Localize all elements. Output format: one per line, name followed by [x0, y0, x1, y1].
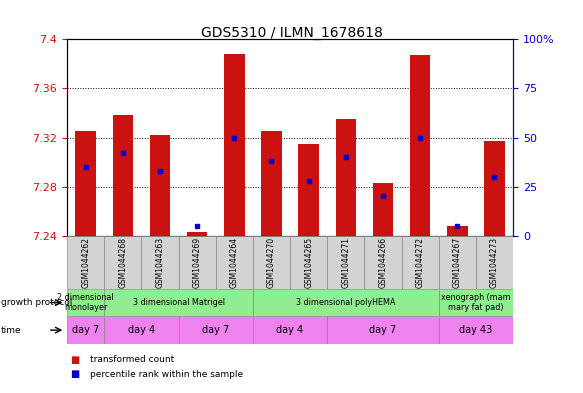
Text: transformed count: transformed count	[90, 355, 175, 364]
Text: GSM1044264: GSM1044264	[230, 237, 239, 288]
Text: GSM1044263: GSM1044263	[156, 237, 164, 288]
Bar	[261, 131, 282, 236]
Bar	[327, 316, 438, 344]
Text: GSM1044265: GSM1044265	[304, 237, 313, 288]
Text: GSM1044272: GSM1044272	[416, 237, 424, 288]
Bar	[253, 236, 290, 289]
Bar	[104, 316, 178, 344]
Text: day 4: day 4	[276, 325, 304, 335]
Text: GSM1044262: GSM1044262	[81, 237, 90, 288]
Bar	[327, 236, 364, 289]
Text: day 7: day 7	[202, 325, 229, 335]
Bar	[336, 119, 356, 236]
Text: ■: ■	[70, 354, 79, 365]
Text: GSM1044273: GSM1044273	[490, 237, 499, 288]
Bar	[67, 316, 104, 344]
Bar	[373, 183, 393, 236]
Bar	[402, 236, 438, 289]
Bar	[187, 232, 208, 236]
Text: 3 dimensional Matrigel: 3 dimensional Matrigel	[132, 298, 224, 307]
Bar	[410, 55, 430, 236]
Bar	[141, 236, 178, 289]
Bar	[253, 316, 327, 344]
Text: day 4: day 4	[128, 325, 155, 335]
Bar	[224, 54, 244, 236]
Text: 2 dimensional
monolayer: 2 dimensional monolayer	[57, 293, 114, 312]
Text: GSM1044269: GSM1044269	[192, 237, 202, 288]
Text: percentile rank within the sample: percentile rank within the sample	[90, 370, 244, 378]
Bar	[178, 236, 216, 289]
Text: time: time	[1, 326, 22, 334]
Text: day 43: day 43	[459, 325, 493, 335]
Bar	[484, 141, 505, 236]
Text: GDS5310 / ILMN_1678618: GDS5310 / ILMN_1678618	[201, 26, 382, 40]
Bar	[67, 236, 104, 289]
Bar	[438, 236, 476, 289]
Text: GSM1044266: GSM1044266	[378, 237, 388, 288]
Text: GSM1044267: GSM1044267	[453, 237, 462, 288]
Text: GSM1044271: GSM1044271	[341, 237, 350, 288]
Bar	[150, 135, 170, 236]
Bar	[364, 236, 402, 289]
Bar	[178, 316, 253, 344]
Text: GSM1044268: GSM1044268	[118, 237, 127, 288]
Text: growth protocol: growth protocol	[1, 298, 72, 307]
Bar	[75, 131, 96, 236]
Text: ■: ■	[70, 369, 79, 379]
Bar	[447, 226, 468, 236]
Text: 3 dimensional polyHEMA: 3 dimensional polyHEMA	[296, 298, 395, 307]
Bar	[290, 236, 327, 289]
Bar	[438, 316, 513, 344]
Text: day 7: day 7	[370, 325, 396, 335]
Bar	[298, 144, 319, 236]
Bar	[104, 236, 141, 289]
Text: GSM1044270: GSM1044270	[267, 237, 276, 288]
Bar	[216, 236, 253, 289]
Bar	[113, 116, 133, 236]
Bar	[67, 289, 104, 316]
Bar	[476, 236, 513, 289]
Text: xenograph (mam
mary fat pad): xenograph (mam mary fat pad)	[441, 293, 511, 312]
Text: day 7: day 7	[72, 325, 99, 335]
Bar	[253, 289, 438, 316]
Bar	[104, 289, 253, 316]
Bar	[438, 289, 513, 316]
